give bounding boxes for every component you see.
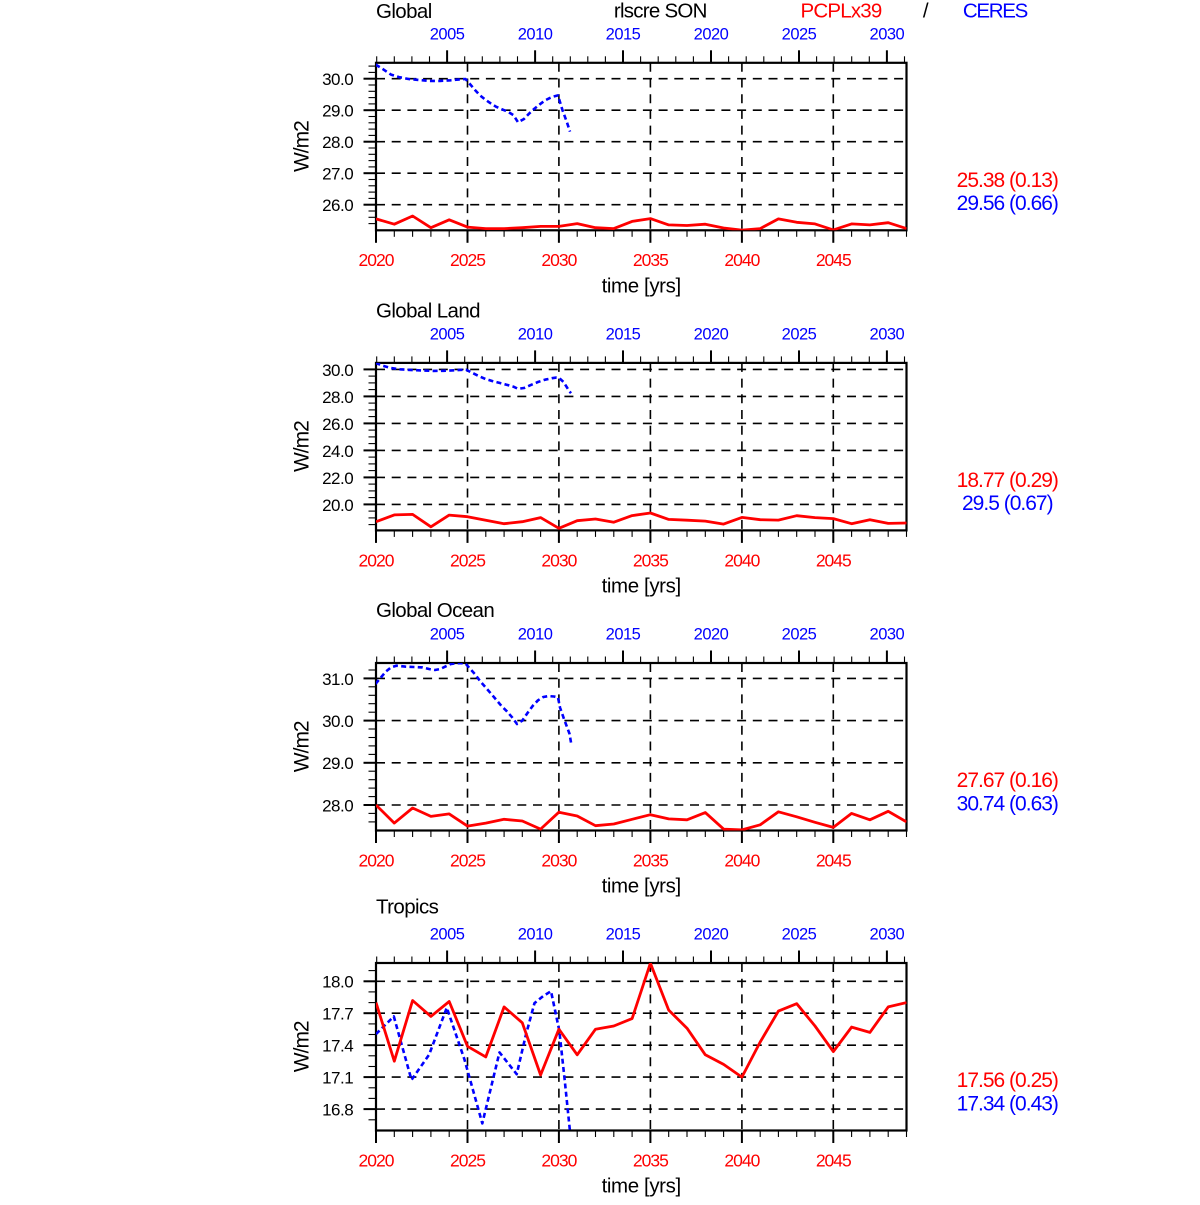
svg-text:24.0: 24.0 — [322, 442, 353, 461]
svg-text:17.4: 17.4 — [322, 1037, 353, 1056]
svg-text:28.0: 28.0 — [322, 133, 353, 152]
svg-text:30.0: 30.0 — [322, 70, 353, 89]
svg-text:2010: 2010 — [518, 26, 553, 44]
svg-text:2040: 2040 — [724, 550, 760, 570]
svg-text:18.77 (0.29): 18.77 (0.29) — [957, 469, 1058, 492]
svg-text:2015: 2015 — [606, 926, 641, 944]
svg-text:25.38 (0.13): 25.38 (0.13) — [957, 169, 1058, 192]
svg-text:2040: 2040 — [724, 850, 760, 870]
svg-text:2030: 2030 — [541, 550, 577, 570]
svg-text:2045: 2045 — [816, 850, 851, 870]
svg-text:rlscre SON: rlscre SON — [614, 0, 707, 23]
svg-text:20.0: 20.0 — [322, 496, 353, 515]
svg-text:W/m2: W/m2 — [290, 121, 313, 172]
svg-text:2005: 2005 — [430, 326, 465, 344]
svg-text:26.0: 26.0 — [322, 196, 353, 215]
svg-text:2020: 2020 — [359, 1150, 395, 1170]
svg-text:27.0: 27.0 — [322, 165, 353, 184]
svg-text:2030: 2030 — [541, 250, 577, 270]
svg-text:17.34 (0.43): 17.34 (0.43) — [957, 1092, 1058, 1115]
svg-text:W/m2: W/m2 — [290, 421, 313, 472]
svg-text:26.0: 26.0 — [322, 415, 353, 434]
svg-text:time [yrs]: time [yrs] — [602, 575, 681, 598]
svg-text:2015: 2015 — [606, 26, 641, 44]
svg-text:2035: 2035 — [633, 1150, 668, 1170]
svg-text:time [yrs]: time [yrs] — [602, 275, 681, 298]
svg-text:2025: 2025 — [782, 626, 817, 644]
svg-text:2020: 2020 — [694, 326, 729, 344]
svg-text:time [yrs]: time [yrs] — [602, 875, 681, 898]
svg-text:Global: Global — [376, 0, 432, 23]
svg-text:17.7: 17.7 — [322, 1005, 353, 1024]
svg-text:2035: 2035 — [633, 250, 668, 270]
svg-text:Tropics: Tropics — [376, 896, 439, 919]
svg-text:Global Land: Global Land — [376, 299, 480, 322]
svg-text:29.0: 29.0 — [322, 754, 353, 773]
svg-text:CERES: CERES — [963, 0, 1028, 23]
svg-text:2040: 2040 — [724, 250, 760, 270]
svg-text:2020: 2020 — [694, 626, 729, 644]
svg-text:time [yrs]: time [yrs] — [602, 1175, 681, 1198]
svg-text:2045: 2045 — [816, 1150, 851, 1170]
svg-text:18.0: 18.0 — [322, 973, 353, 992]
svg-text:17.56 (0.25): 17.56 (0.25) — [957, 1069, 1058, 1092]
svg-text:30.0: 30.0 — [322, 712, 353, 731]
svg-text:27.67 (0.16): 27.67 (0.16) — [957, 769, 1058, 792]
svg-text:2025: 2025 — [450, 1150, 485, 1170]
svg-text:2015: 2015 — [606, 626, 641, 644]
svg-text:2020: 2020 — [359, 250, 395, 270]
svg-text:2045: 2045 — [816, 250, 851, 270]
svg-text:2005: 2005 — [430, 926, 465, 944]
svg-text:2025: 2025 — [450, 250, 485, 270]
svg-text:2005: 2005 — [430, 26, 465, 44]
svg-text:28.0: 28.0 — [322, 796, 353, 815]
svg-text:2045: 2045 — [816, 550, 851, 570]
svg-text:16.8: 16.8 — [322, 1100, 353, 1119]
svg-text:2035: 2035 — [633, 550, 668, 570]
svg-text:2030: 2030 — [541, 1150, 577, 1170]
svg-text:2025: 2025 — [782, 326, 817, 344]
svg-text:Global Ocean: Global Ocean — [376, 599, 494, 622]
svg-text:2010: 2010 — [518, 326, 553, 344]
svg-text:22.0: 22.0 — [322, 469, 353, 488]
svg-text:28.0: 28.0 — [322, 388, 353, 407]
svg-text:31.0: 31.0 — [322, 670, 353, 689]
svg-text:2015: 2015 — [606, 326, 641, 344]
svg-text:2025: 2025 — [450, 550, 485, 570]
svg-text:2025: 2025 — [782, 926, 817, 944]
svg-text:W/m2: W/m2 — [290, 1021, 313, 1072]
svg-text:2005: 2005 — [430, 626, 465, 644]
svg-text:W/m2: W/m2 — [290, 721, 313, 772]
svg-text:29.56 (0.66): 29.56 (0.66) — [957, 192, 1058, 215]
svg-text:29.0: 29.0 — [322, 102, 353, 121]
svg-text:2025: 2025 — [782, 26, 817, 44]
svg-text:30.0: 30.0 — [322, 361, 353, 380]
svg-text:30.74 (0.63): 30.74 (0.63) — [957, 792, 1058, 815]
svg-text:2020: 2020 — [359, 550, 395, 570]
svg-text:2030: 2030 — [541, 850, 577, 870]
svg-text:2030: 2030 — [870, 326, 905, 344]
svg-text:/: / — [923, 0, 929, 23]
svg-text:2030: 2030 — [870, 926, 905, 944]
svg-text:2020: 2020 — [694, 26, 729, 44]
svg-text:2035: 2035 — [633, 850, 668, 870]
svg-text:17.1: 17.1 — [322, 1069, 353, 1088]
svg-text:2020: 2020 — [694, 926, 729, 944]
svg-text:2030: 2030 — [870, 626, 905, 644]
svg-text:2010: 2010 — [518, 626, 553, 644]
svg-text:2010: 2010 — [518, 926, 553, 944]
svg-text:2030: 2030 — [870, 26, 905, 44]
svg-text:29.5 (0.67): 29.5 (0.67) — [962, 492, 1053, 515]
svg-text:2040: 2040 — [724, 1150, 760, 1170]
svg-text:2025: 2025 — [450, 850, 485, 870]
svg-text:PCPLx39: PCPLx39 — [800, 0, 881, 23]
svg-text:2020: 2020 — [359, 850, 395, 870]
